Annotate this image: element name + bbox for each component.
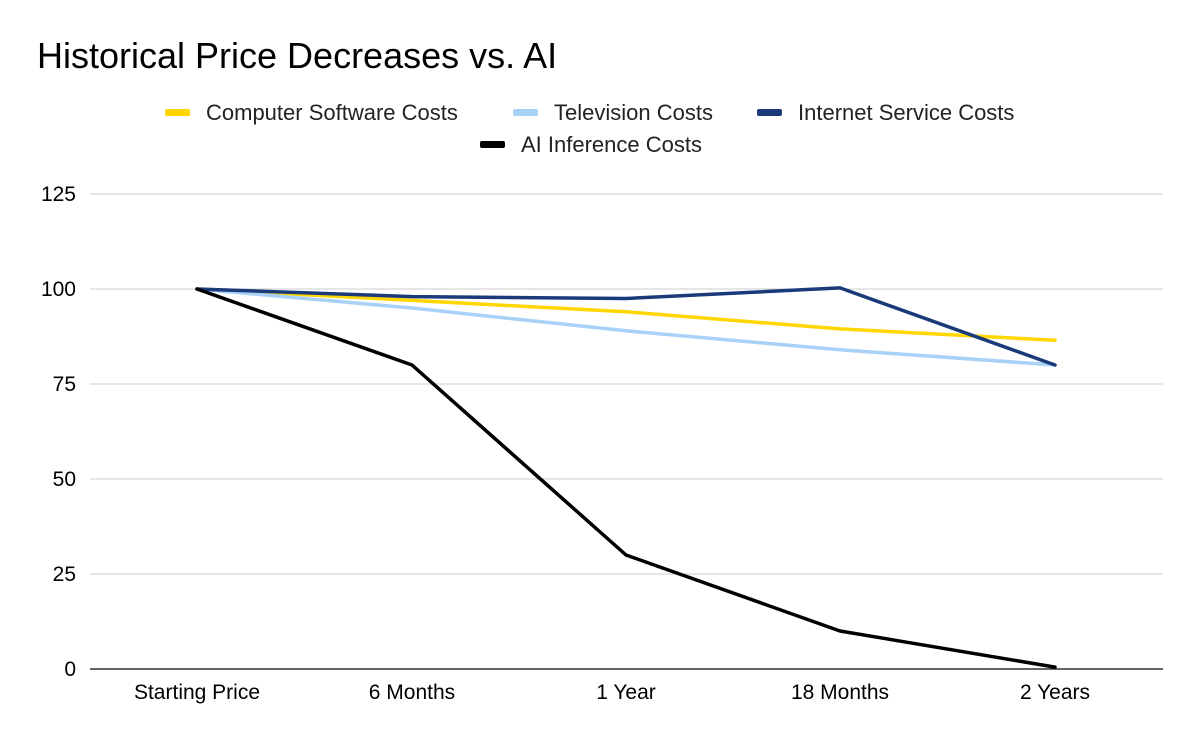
legend-swatch — [165, 109, 190, 116]
chart-title: Historical Price Decreases vs. AI — [37, 35, 557, 76]
x-tick-label: Starting Price — [134, 681, 260, 704]
x-tick-label: 1 Year — [596, 681, 656, 704]
y-tick-label: 100 — [41, 278, 76, 301]
legend-item: Television Costs — [513, 100, 713, 125]
gridlines — [90, 193, 1163, 575]
legend-label: Internet Service Costs — [798, 100, 1014, 125]
y-tick-label: 50 — [53, 468, 76, 491]
x-tick-label: 18 Months — [791, 681, 889, 704]
series-line-ai-inference-costs — [195, 287, 1057, 669]
series-lines — [195, 286, 1057, 669]
legend-swatch — [480, 141, 505, 148]
series-line-internet-service-costs — [195, 286, 1057, 367]
legend: Computer Software Costs Television Costs I… — [165, 100, 1014, 157]
series-line-computer-software-costs — [195, 287, 1057, 343]
legend-item: AI Inference Costs — [480, 132, 702, 157]
legend-item: Computer Software Costs — [165, 100, 458, 125]
series-line-television-costs — [195, 287, 1057, 367]
y-axis-ticks: 0 25 50 75 100 125 — [41, 183, 76, 681]
y-tick-label: 25 — [53, 563, 76, 586]
legend-swatch — [757, 109, 782, 116]
legend-swatch — [513, 109, 538, 116]
legend-label: Television Costs — [554, 100, 713, 125]
y-tick-label: 0 — [64, 658, 76, 681]
x-tick-label: 2 Years — [1020, 681, 1090, 704]
legend-label: Computer Software Costs — [206, 100, 458, 125]
legend-item: Internet Service Costs — [757, 100, 1014, 125]
x-axis-ticks: Starting Price 6 Months 1 Year 18 Months 2 Y… — [134, 681, 1090, 704]
legend-label: AI Inference Costs — [521, 132, 702, 157]
y-tick-label: 75 — [53, 373, 76, 396]
y-tick-label: 125 — [41, 183, 76, 206]
x-tick-label: 6 Months — [369, 681, 455, 704]
